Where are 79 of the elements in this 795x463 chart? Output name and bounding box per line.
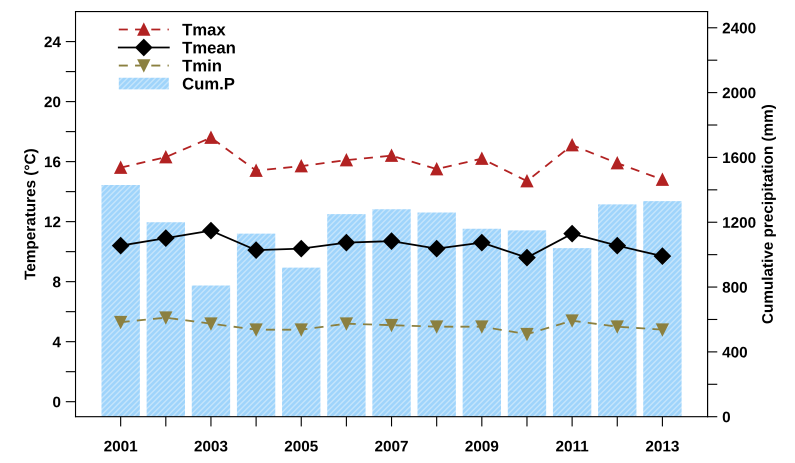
point	[520, 174, 534, 188]
point	[385, 318, 398, 332]
point	[202, 222, 220, 240]
point	[656, 323, 669, 336]
point	[250, 164, 262, 177]
y-tick-label: 0	[53, 396, 60, 408]
point	[204, 317, 218, 330]
bar	[417, 212, 456, 417]
point	[566, 314, 578, 327]
point	[248, 242, 265, 259]
bar	[282, 268, 320, 417]
y2-tick-label: 1600	[723, 152, 756, 164]
point	[656, 173, 669, 186]
y2-tick-label: 400	[722, 346, 747, 358]
point	[608, 237, 626, 254]
point	[476, 320, 488, 333]
x-tick-label: 2003	[194, 440, 228, 452]
y-tick-label: 4	[52, 336, 61, 348]
y-tick-label: 24	[44, 36, 61, 48]
legend-label: Tmean	[182, 42, 235, 54]
y-tick-label: 12	[44, 216, 60, 228]
point	[564, 225, 581, 242]
point	[338, 234, 355, 252]
point	[518, 249, 536, 266]
y2-tick-label: 2000	[722, 87, 756, 98]
bar	[372, 209, 411, 417]
point	[295, 323, 308, 336]
point	[611, 156, 624, 170]
legend-label: Tmin	[182, 59, 221, 72]
x-tick-label: 2009	[465, 440, 498, 452]
point	[112, 237, 130, 254]
point	[114, 161, 127, 174]
point	[340, 317, 353, 330]
point	[292, 240, 310, 258]
point	[382, 232, 400, 250]
bar	[327, 214, 366, 417]
y2-axis-title: Cumulative precipitation (mm)	[762, 104, 776, 324]
y-tick-label: 20	[44, 96, 60, 108]
point	[520, 328, 534, 340]
point	[430, 162, 443, 176]
y2-tick-label: 800	[722, 282, 747, 293]
y2-tick-label: 2400	[722, 22, 756, 34]
point	[430, 320, 443, 333]
bar	[192, 285, 230, 417]
legend-label: Cum.P	[182, 78, 234, 90]
point	[160, 150, 172, 164]
point	[204, 131, 218, 144]
x-tick-label: 2011	[556, 440, 588, 452]
bar	[643, 201, 682, 417]
bar	[552, 248, 592, 417]
y-tick-label: 16	[44, 156, 60, 168]
bar	[508, 230, 546, 417]
bar	[236, 234, 276, 417]
point	[340, 154, 353, 166]
point	[473, 234, 490, 252]
x-tick-label: 2013	[646, 440, 679, 452]
point	[428, 240, 446, 258]
bar	[598, 204, 636, 417]
bar	[101, 184, 140, 417]
y2-tick-label: 1200	[723, 217, 756, 228]
y-axis-title: Temperatures (°C)	[24, 149, 38, 280]
bar	[462, 228, 502, 417]
point	[476, 152, 488, 165]
point	[385, 149, 398, 162]
point	[295, 160, 308, 172]
point	[566, 138, 578, 152]
point	[611, 320, 624, 333]
point	[114, 316, 127, 328]
point	[160, 311, 172, 324]
point	[250, 323, 262, 336]
point	[157, 230, 174, 247]
legend-label: Tmax	[182, 24, 226, 36]
x-tick-label: 2007	[375, 440, 408, 452]
y-tick-label: 8	[52, 276, 60, 288]
x-tick-label: 2001	[104, 440, 138, 452]
y2-tick-label: 0	[722, 412, 730, 422]
point	[654, 248, 671, 265]
bar	[146, 222, 185, 417]
x-tick-label: 2005	[284, 440, 318, 452]
